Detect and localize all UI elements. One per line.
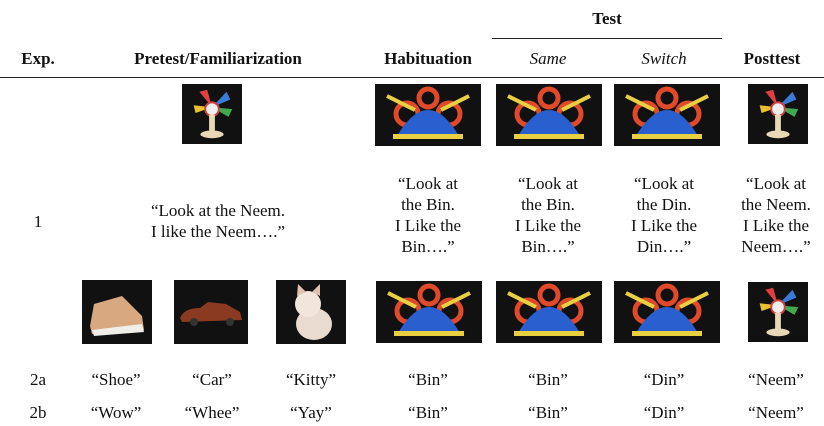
exp-label: 2b	[29, 403, 47, 422]
line: “Look at the Neem.	[150, 201, 286, 220]
cell: “Bin”	[528, 403, 568, 422]
cell: “Look at the Din. I Like the Din….”	[631, 173, 697, 257]
cell: “Shoe”	[91, 370, 141, 389]
line: the Bin.	[401, 195, 455, 214]
line: the Neem.	[741, 195, 811, 214]
line: Neem….”	[741, 237, 811, 256]
cell: “Wow”	[90, 403, 142, 422]
line: the Din.	[636, 195, 692, 214]
column-header: Pretest/Familiarization	[134, 49, 302, 68]
toy-image	[375, 84, 481, 146]
line: “Look at	[398, 174, 458, 193]
toy-image	[748, 280, 808, 344]
cell: “Din”	[643, 370, 685, 389]
toy-image	[82, 280, 152, 344]
group-rule	[492, 38, 722, 39]
cell: “Neem”	[748, 403, 804, 422]
cell: “Whee”	[184, 403, 240, 422]
cell: “Kitty”	[285, 370, 337, 389]
cell: “Yay”	[290, 403, 332, 422]
line: the Bin.	[521, 195, 575, 214]
toy-image	[174, 280, 248, 344]
toy-image	[748, 84, 808, 144]
line: I Like the	[630, 216, 698, 235]
toy-image	[496, 84, 602, 146]
cell: “Look at the Neem. I like the Neem….”	[151, 200, 285, 242]
column-header: Switch	[641, 49, 687, 68]
line: I like the Neem….”	[150, 222, 286, 241]
cell: “Look at the Bin. I Like the Bin….”	[395, 173, 461, 257]
column-header: Exp.	[21, 49, 55, 68]
line: I Like the	[514, 216, 582, 235]
column-header: Habituation	[384, 49, 472, 68]
line: Bin….”	[401, 237, 455, 256]
header-rule	[0, 77, 824, 78]
cell: “Car”	[192, 370, 232, 389]
cell: “Look at the Neem. I Like the Neem….”	[741, 173, 811, 257]
line: “Look at	[746, 174, 806, 193]
toy-image	[376, 281, 482, 343]
exp-label: 2a	[29, 370, 47, 389]
cell: “Look at the Bin. I Like the Bin….”	[515, 173, 581, 257]
toy-image	[182, 84, 242, 144]
cell: “Bin”	[408, 403, 448, 422]
header-group: Test	[592, 9, 622, 28]
exp-label: 1	[33, 212, 43, 231]
toy-image	[276, 280, 346, 344]
line: “Look at	[518, 174, 578, 193]
toy-image	[614, 84, 720, 146]
line: Bin….”	[521, 237, 575, 256]
column-header: Same	[529, 49, 567, 68]
cell: “Din”	[643, 403, 685, 422]
line: “Look at	[634, 174, 694, 193]
toy-image	[614, 281, 720, 343]
cell: “Bin”	[528, 370, 568, 389]
column-header: Posttest	[743, 49, 801, 68]
line: I Like the	[394, 216, 462, 235]
toy-image	[496, 281, 602, 343]
cell: “Neem”	[748, 370, 804, 389]
line: I Like the	[742, 216, 810, 235]
line: Din….”	[636, 237, 692, 256]
cell: “Bin”	[408, 370, 448, 389]
